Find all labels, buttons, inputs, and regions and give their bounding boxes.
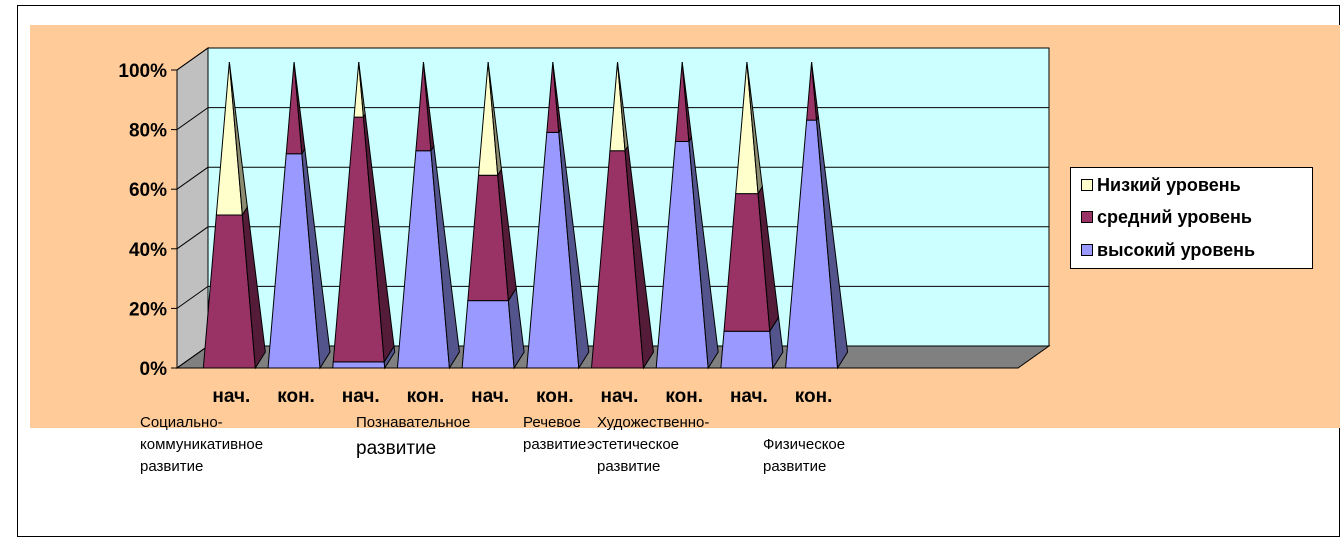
category-group-label: Социально-: [140, 414, 223, 431]
category-group-label: Речевое: [523, 414, 581, 431]
gridline-side: [176, 285, 209, 309]
y-tick-label: 100%: [118, 61, 167, 82]
gridline-side: [176, 345, 209, 369]
pyramid-segment: [720, 330, 774, 369]
category-group-label: эстетическое: [587, 436, 679, 453]
category-group-label: развитие: [597, 458, 660, 475]
category-group-label: развитие: [523, 436, 586, 453]
legend-item-medium: средний уровень: [1081, 206, 1252, 228]
pyramid-segment-side: [681, 61, 693, 144]
y-tick-label: 40%: [129, 240, 167, 261]
pyramid-segment-side: [228, 61, 248, 217]
legend: Низкий уровень средний уровень высокий у…: [1070, 167, 1313, 269]
legend-swatch-low: [1081, 179, 1093, 191]
x-tick-label: нач.: [342, 386, 380, 407]
gridline-side: [176, 107, 209, 131]
pyramid-segment-side: [358, 61, 366, 119]
pyramid-segment-side: [422, 61, 435, 153]
gridline-side: [176, 166, 209, 190]
gridline-side: [176, 226, 209, 250]
category-group-label: развитие: [763, 458, 826, 475]
legend-swatch-medium: [1081, 211, 1093, 223]
pyramid-segment-side: [552, 61, 562, 134]
category-group-label: коммуникативное: [140, 436, 263, 453]
y-tick-label: 60%: [129, 180, 167, 201]
x-tick-label: кон.: [536, 386, 574, 407]
x-tick-label: нач.: [601, 386, 639, 407]
pyramid-segment: [332, 361, 386, 369]
side-wall: [176, 47, 209, 369]
category-group-label: развитие: [140, 458, 203, 475]
x-tick-label: кон.: [407, 386, 445, 407]
pyramid-segment-side: [746, 61, 763, 196]
pyramid-segment-side: [811, 61, 819, 122]
x-tick-label: нач.: [471, 386, 509, 407]
category-group-label: Физическое: [763, 436, 845, 453]
y-tick-label: 20%: [129, 299, 167, 320]
pyramid-segment-side: [617, 61, 629, 153]
legend-item-low: Низкий уровень: [1081, 174, 1241, 196]
x-tick-label: нач.: [730, 386, 768, 407]
legend-label-low: Низкий уровень: [1097, 174, 1241, 195]
x-tick-label: кон.: [665, 386, 703, 407]
legend-label-high: высокий уровень: [1097, 239, 1256, 260]
legend-swatch-high: [1081, 244, 1093, 256]
pyramid-segment-side: [293, 61, 306, 156]
category-group-label: Художественно-: [597, 414, 709, 431]
x-tick-label: кон.: [795, 386, 833, 407]
category-group-label: Познавательное: [356, 414, 470, 431]
pyramid-segment-side: [487, 61, 502, 177]
y-tick-label: 80%: [129, 121, 167, 142]
gridline-side: [176, 47, 209, 71]
x-tick-label: кон.: [277, 386, 315, 407]
pyramid-segment: [461, 300, 515, 369]
category-group-label: развитие: [356, 438, 436, 459]
x-tick-label: нач.: [212, 386, 250, 407]
y-tick-label: 0%: [140, 359, 168, 380]
legend-item-high: высокий уровень: [1081, 239, 1255, 261]
legend-label-medium: средний уровень: [1097, 206, 1252, 227]
